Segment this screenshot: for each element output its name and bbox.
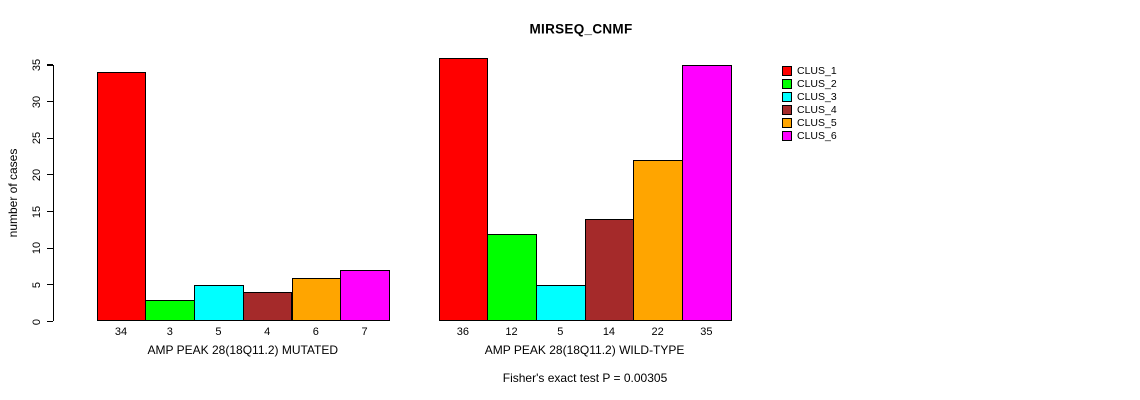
legend-label-clus_5: CLUS_5 [797, 116, 837, 129]
bar-wild-type-clus_3 [535, 284, 586, 322]
y-tick-label: 20 [31, 168, 43, 182]
y-tick-label: 15 [31, 205, 43, 218]
legend-label-clus_3: CLUS_3 [797, 90, 837, 103]
y-axis-label: number of cases [6, 148, 20, 238]
legend-swatch-clus_6 [782, 131, 792, 141]
bar-value-label: 14 [602, 325, 616, 338]
legend-label-clus_1: CLUS_1 [797, 64, 837, 77]
y-tick-label: 25 [31, 132, 43, 145]
bar-value-label: 5 [215, 325, 222, 338]
bar-mutated-clus_5 [291, 277, 342, 322]
y-tick-label: 0 [31, 318, 43, 325]
y-tick-mark [46, 101, 53, 103]
y-tick-mark [46, 247, 53, 249]
bar-wild-type-clus_6 [682, 64, 732, 322]
legend-label-clus_2: CLUS_2 [797, 77, 837, 90]
bar-wild-type-clus_4 [584, 218, 635, 322]
bar-value-label: 22 [651, 325, 664, 338]
panel-xlabel-wild-type: AMP PEAK 28(18Q11.2) WILD-TYPE [484, 343, 685, 357]
bar-value-label: 12 [505, 325, 518, 338]
bar-mutated-clus_4 [242, 292, 293, 322]
bar-wild-type-clus_2 [487, 233, 537, 322]
bar-value-label: 36 [456, 325, 469, 338]
y-tick-label: 10 [31, 242, 43, 255]
y-tick-mark [46, 174, 53, 176]
bar-value-label: 4 [264, 325, 271, 338]
legend-swatch-clus_2 [782, 79, 792, 89]
legend-swatch-clus_5 [782, 118, 792, 128]
y-tick-mark [46, 64, 53, 66]
bar-value-label: 6 [312, 325, 319, 338]
bar-value-label: 7 [361, 325, 368, 338]
y-tick-mark [46, 320, 53, 323]
legend-swatch-clus_3 [782, 92, 792, 102]
bar-mutated-clus_6 [340, 270, 390, 322]
panel-xlabel-mutated: AMP PEAK 28(18Q11.2) MUTATED [147, 343, 339, 357]
footer-text: Fisher's exact test P = 0.00305 [502, 371, 668, 385]
bar-value-label: 34 [114, 325, 128, 338]
y-axis-line [53, 64, 55, 322]
bar-mutated-clus_2 [145, 299, 196, 322]
bar-value-label: 35 [700, 325, 713, 338]
bar-value-label: 5 [557, 325, 564, 338]
legend-label-clus_4: CLUS_4 [797, 103, 837, 116]
legend-swatch-clus_4 [782, 105, 792, 115]
y-tick-label: 30 [31, 95, 43, 108]
y-tick-mark [46, 284, 53, 286]
chart-title: MIRSEQ_CNMF [529, 21, 633, 37]
legend-label-clus_6: CLUS_6 [797, 129, 837, 142]
y-tick-label: 5 [31, 281, 43, 288]
y-tick-label: 35 [31, 58, 43, 72]
bar-mutated-clus_3 [194, 284, 244, 322]
y-tick-mark [46, 137, 53, 139]
y-tick-mark [46, 210, 53, 213]
bar-wild-type-clus_5 [633, 160, 683, 322]
bar-value-label: 3 [166, 325, 173, 338]
bar-mutated-clus_1 [96, 72, 147, 322]
bar-wild-type-clus_1 [438, 57, 489, 322]
legend-swatch-clus_1 [782, 66, 792, 76]
